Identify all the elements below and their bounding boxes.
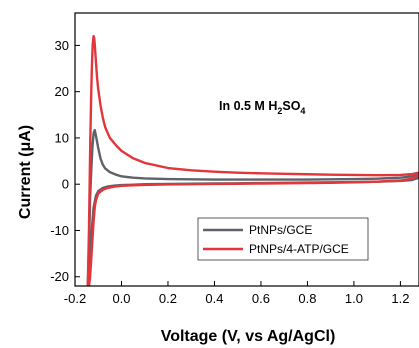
series-lines — [86, 34, 419, 286]
x-tick-label: 0.6 — [252, 291, 270, 306]
x-axis-ticks: -0.2 0.0 0.2 0.4 0.6 0.8 1.0 1.2 — [64, 281, 409, 306]
x-tick-label: 1.0 — [345, 291, 363, 306]
y-axis-ticks: -20 -10 0 10 20 30 — [50, 38, 80, 284]
series-line-ptnps-4-atp-gce — [86, 34, 419, 286]
y-tick-label: 30 — [55, 38, 69, 53]
x-tick-label: 0.0 — [112, 291, 130, 306]
x-tick-label: -0.2 — [64, 291, 86, 306]
x-tick-label: 0.2 — [159, 291, 177, 306]
legend-box — [197, 217, 369, 261]
x-axis-title: Voltage (V, vs Ag/AgCl) — [161, 328, 336, 345]
x-tick-label: 0.4 — [205, 291, 223, 306]
y-tick-label: -10 — [50, 223, 69, 238]
x-tick-label: 0.8 — [298, 291, 316, 306]
x-tick-label: 1.2 — [391, 291, 409, 306]
electrolyte-annotation: In 0.5 M H2SO4 — [219, 99, 305, 116]
y-tick-label: 0 — [62, 177, 69, 192]
plot-frame — [74, 12, 419, 287]
y-tick-label: 20 — [55, 84, 69, 99]
y-tick-label: 10 — [55, 130, 69, 145]
legend: PtNPs/GCE PtNPs/4-ATP/GCE — [197, 217, 369, 261]
y-axis-title: Current (μA) — [17, 125, 34, 219]
series-line-ptnps-gce — [86, 128, 419, 286]
y-tick-label: -20 — [50, 269, 69, 284]
legend-label-ptnps-gce: PtNPs/GCE — [249, 223, 312, 237]
legend-label-ptnps-4atp-gce: PtNPs/4-ATP/GCE — [249, 242, 349, 256]
